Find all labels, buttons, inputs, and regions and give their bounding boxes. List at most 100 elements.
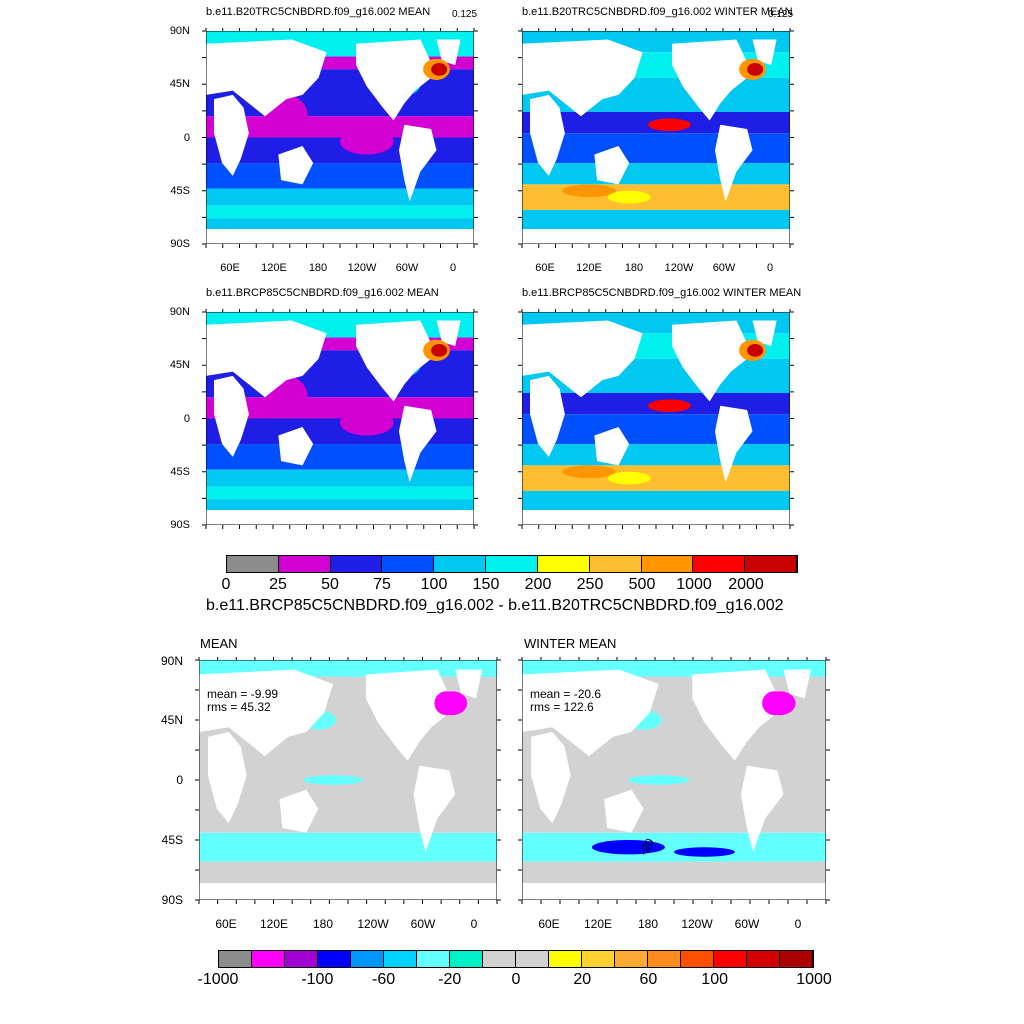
land-mass bbox=[530, 94, 565, 176]
lon-label-60w: 60W bbox=[712, 262, 736, 274]
land-mass bbox=[522, 883, 826, 900]
land-mass bbox=[531, 732, 571, 824]
colorbar-label: -100 bbox=[301, 971, 334, 988]
land-mass bbox=[714, 124, 753, 202]
colorbar-label: 0 bbox=[511, 971, 521, 988]
colorbar-label: 100 bbox=[701, 971, 728, 988]
lon-label-120e: 120E bbox=[259, 917, 289, 931]
land-mass bbox=[522, 510, 790, 525]
lat-label-45n: 45N bbox=[169, 359, 190, 371]
lat-label-90n: 90N bbox=[169, 25, 190, 37]
colorbar-swatch bbox=[278, 556, 331, 572]
colorbar-top bbox=[226, 555, 798, 573]
land-mass bbox=[436, 320, 461, 347]
colorbar-swatch bbox=[351, 951, 384, 967]
colorbar-label: 20 bbox=[573, 971, 592, 988]
map-diff-mean bbox=[199, 660, 497, 900]
land-mass bbox=[206, 320, 327, 398]
map-rcp-winter bbox=[522, 312, 790, 525]
land-mass bbox=[413, 765, 456, 852]
colorbar-swatch bbox=[227, 556, 279, 572]
colorbar-swatch bbox=[486, 556, 538, 572]
colorbar-swatch bbox=[417, 951, 450, 967]
diff-panel-title-mean: MEAN bbox=[200, 636, 238, 651]
land-mass bbox=[436, 39, 461, 66]
rms-value: rms = 122.6 bbox=[530, 700, 594, 714]
land-mass bbox=[398, 405, 437, 483]
lon-label-180: 180 bbox=[637, 917, 659, 931]
panel-corner-hist-winter: 0.125 bbox=[768, 9, 794, 20]
land-mass bbox=[356, 39, 437, 121]
land-mass bbox=[783, 669, 811, 699]
lon-label-0: 0 bbox=[794, 917, 802, 931]
lon-label-0: 0 bbox=[766, 262, 774, 274]
lat-label-45s: 45S bbox=[170, 466, 190, 478]
lon-label-0: 0 bbox=[470, 917, 478, 931]
land-mass bbox=[714, 405, 753, 483]
lon-label-120w: 120W bbox=[681, 917, 713, 931]
colorbar-swatch bbox=[681, 951, 714, 967]
map-hist-mean bbox=[206, 31, 474, 244]
colorbar-label: 1000 bbox=[676, 576, 712, 593]
panel-title-rcp-winter: b.e11.BRCP85C5CNBDRD.f09_g16.002 WINTER … bbox=[522, 287, 802, 299]
colorbar-label: 0 bbox=[221, 576, 231, 593]
colorbar-swatch bbox=[615, 951, 648, 967]
land-mass bbox=[279, 789, 319, 833]
land-mass bbox=[522, 669, 659, 756]
diff-stats-mean: mean = -9.99 rms = 45.32 bbox=[207, 688, 278, 714]
land-mass bbox=[594, 427, 630, 466]
colorbar-swatch bbox=[450, 951, 483, 967]
colorbar-label: 250 bbox=[576, 576, 604, 593]
land-mass bbox=[522, 320, 643, 398]
diff-stats-winter: mean = -20.6 rms = 122.6 bbox=[530, 688, 601, 714]
land-mass bbox=[752, 320, 777, 347]
lon-label-120e: 120E bbox=[583, 917, 613, 931]
colorbar-label: 200 bbox=[524, 576, 552, 593]
land-mass bbox=[206, 229, 474, 244]
colorbar-swatch bbox=[483, 951, 516, 967]
land-mass bbox=[740, 765, 784, 852]
land-mass bbox=[752, 39, 777, 66]
colorbar-swatch bbox=[582, 951, 615, 967]
lon-label-60w: 60W bbox=[734, 917, 760, 931]
lat-label-90s: 90S bbox=[170, 519, 190, 531]
diff-title: b.e11.BRCP85C5CNBDRD.f09_g16.002 - b.e11… bbox=[206, 597, 784, 614]
colorbar-label: -1000 bbox=[197, 971, 239, 988]
lat-label-45s: 45S bbox=[161, 833, 183, 847]
panel-corner-hist-mean: 0.125 bbox=[452, 9, 478, 20]
panel-title-rcp-mean: b.e11.BRCP85C5CNBDRD.f09_g16.002 MEAN bbox=[206, 287, 439, 299]
colorbar-label: -60 bbox=[371, 971, 396, 988]
lon-label-120w: 120W bbox=[357, 917, 389, 931]
colorbar-swatch bbox=[252, 951, 285, 967]
panel-title-hist-winter: b.e11.B20TRC5CNBDRD.f09_g16.002 WINTER M… bbox=[522, 6, 793, 18]
colorbar-swatch bbox=[747, 951, 780, 967]
lat-label-0: 0 bbox=[176, 773, 183, 787]
colorbar-swatch bbox=[714, 951, 747, 967]
colorbar-swatch bbox=[330, 556, 383, 572]
lon-label-180: 180 bbox=[312, 917, 334, 931]
colorbar-swatch bbox=[693, 556, 746, 572]
mean-value: mean = -9.99 bbox=[207, 687, 279, 701]
colorbar-swatch bbox=[384, 951, 417, 967]
lon-label-120w: 120W bbox=[347, 262, 377, 274]
lon-label-60e: 60E bbox=[215, 917, 237, 931]
land-mass bbox=[214, 94, 249, 176]
lon-label-60w: 60W bbox=[395, 262, 419, 274]
colorbar-swatch bbox=[641, 556, 694, 572]
colorbar-label: 1000 bbox=[796, 971, 832, 988]
lon-label-60w: 60W bbox=[410, 917, 436, 931]
lat-label-45s: 45S bbox=[170, 185, 190, 197]
lat-label-45n: 45N bbox=[160, 713, 183, 727]
lon-label-60e: 60E bbox=[538, 917, 560, 931]
diff-panel-title-winter: WINTER MEAN bbox=[524, 636, 617, 651]
lon-label-120w: 120W bbox=[664, 262, 694, 274]
land-mass bbox=[530, 375, 565, 457]
land-mass bbox=[214, 375, 249, 457]
lon-label-120e: 120E bbox=[576, 262, 602, 274]
lon-label-180: 180 bbox=[308, 262, 328, 274]
lon-label-60e: 60E bbox=[535, 262, 555, 274]
lat-label-0: 0 bbox=[183, 413, 190, 425]
lat-label-90n: 90N bbox=[169, 306, 190, 318]
map-rcp-mean bbox=[206, 312, 474, 525]
